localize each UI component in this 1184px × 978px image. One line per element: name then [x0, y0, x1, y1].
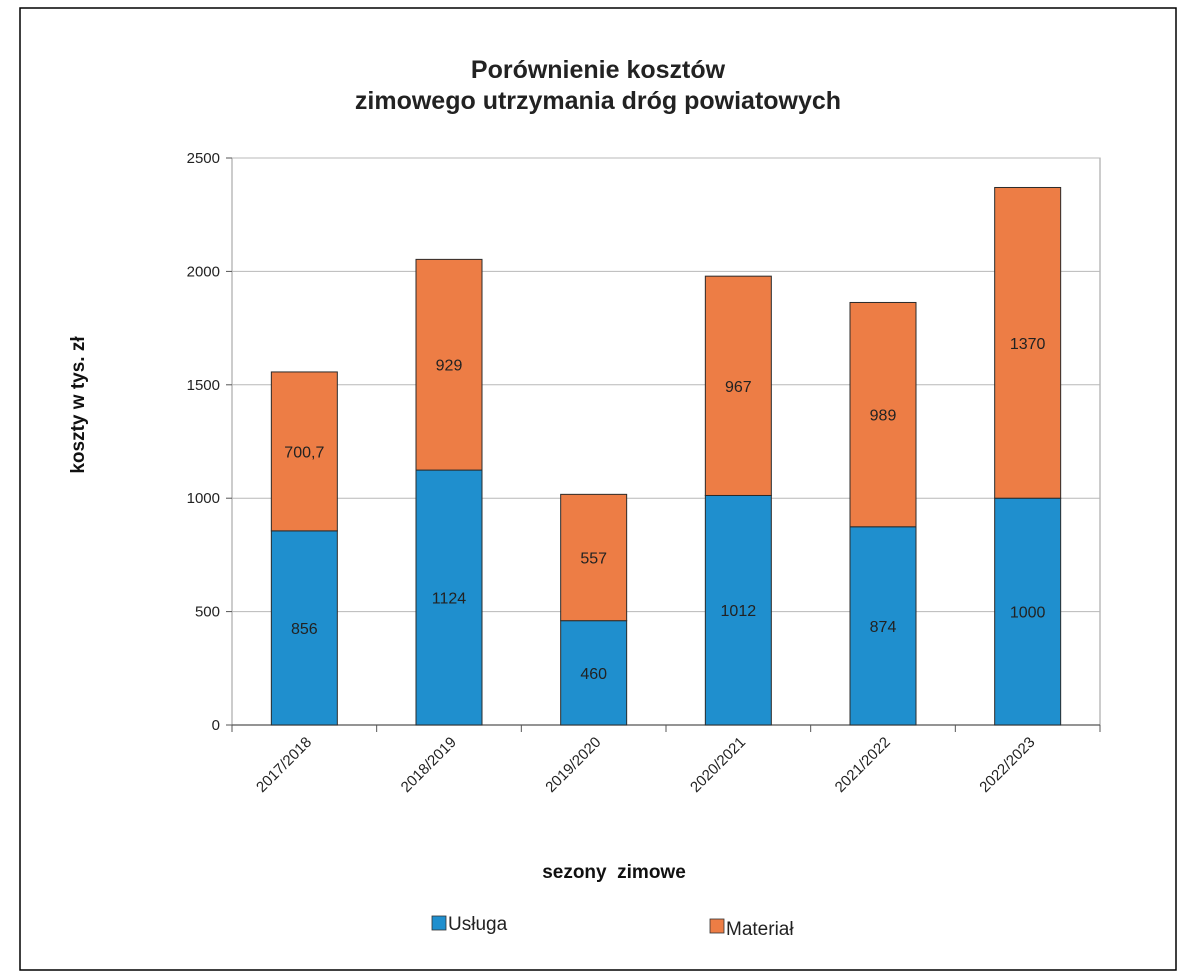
legend-label-usluga: Usługa [448, 914, 508, 935]
chart-title-line-2: zimowego utrzymania dróg powiatowych [355, 87, 841, 115]
y-tick-label-3: 1500 [187, 377, 220, 394]
data-label-material-2: 557 [580, 551, 607, 568]
y-tick-label-1: 500 [195, 604, 220, 621]
data-label-material-5: 1370 [1010, 336, 1046, 353]
legend-swatch-usluga [432, 916, 446, 930]
data-label-material-1: 929 [436, 358, 463, 375]
plot-area [232, 158, 1100, 725]
data-label-usluga-0: 856 [291, 621, 318, 638]
data-label-usluga-5: 1000 [1010, 605, 1046, 622]
y-axis-title: koszty w tys. zł [68, 336, 89, 474]
data-label-material-3: 967 [725, 379, 752, 396]
chart-title-line-1: Porównienie kosztów [471, 56, 726, 84]
data-label-usluga-4: 874 [870, 619, 897, 636]
legend-label-material: Materiał [726, 919, 794, 940]
y-tick-label-4: 2000 [187, 263, 220, 280]
data-label-material-4: 989 [870, 408, 897, 425]
data-label-material-0: 700,7 [284, 444, 324, 461]
data-label-usluga-1: 1124 [432, 591, 467, 608]
data-label-usluga-3: 1012 [721, 603, 757, 620]
y-tick-label-5: 2500 [187, 150, 220, 167]
y-tick-label-2: 1000 [187, 490, 220, 507]
plot-border [232, 158, 1100, 725]
data-label-usluga-2: 460 [580, 666, 607, 683]
x-axis-title: sezony zimowe [542, 862, 686, 883]
y-tick-label-0: 0 [212, 717, 220, 734]
legend-swatch-material [710, 919, 724, 933]
